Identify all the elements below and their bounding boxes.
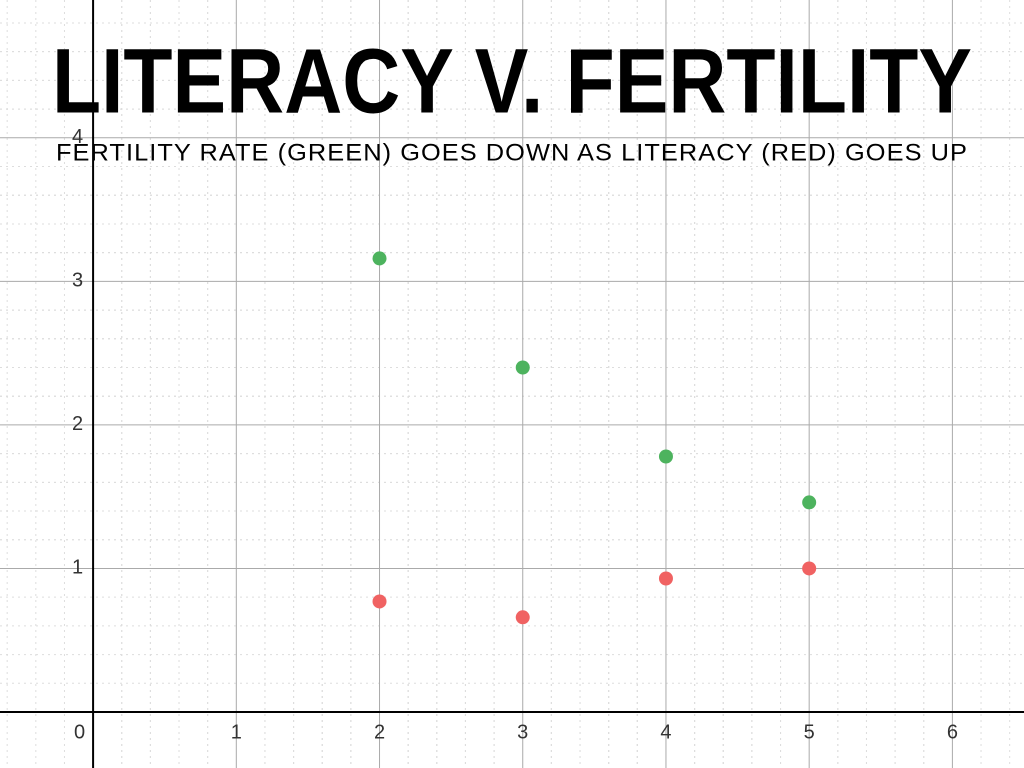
point [802, 495, 817, 510]
point [802, 561, 817, 576]
x-tick-label: 3 [517, 721, 528, 743]
points [372, 251, 817, 625]
y-tick-label: 2 [72, 413, 83, 435]
chart-title: LITERACY V. FERTILITY [52, 30, 972, 132]
x-tick-label: 4 [660, 721, 671, 743]
x-tick-label: 1 [231, 721, 242, 743]
point [658, 571, 673, 586]
point [515, 360, 530, 375]
x-tick-label: 6 [947, 721, 958, 743]
y-tick-label: 3 [72, 270, 83, 292]
x-tick-label: 2 [374, 721, 385, 743]
chart-subtitle: FERTILITY RATE (GREEN) GOES DOWN AS LITE… [56, 139, 968, 166]
point [372, 594, 387, 609]
y-tick-label: 5 [72, 0, 83, 5]
x-tick-label: 0 [74, 721, 85, 743]
x-tick-label: 5 [804, 721, 815, 743]
point [372, 251, 387, 266]
point [515, 610, 530, 625]
y-tick-label: 1 [72, 557, 83, 579]
point [658, 449, 673, 464]
y-tick-label: 4 [72, 126, 83, 148]
